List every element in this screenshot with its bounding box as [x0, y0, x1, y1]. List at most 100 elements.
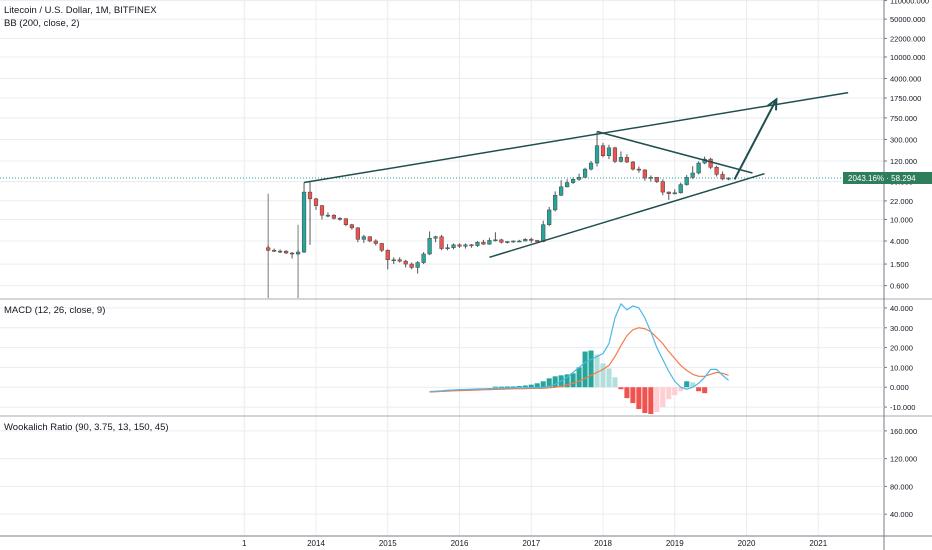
- candle[interactable]: [594, 131, 600, 167]
- candle[interactable]: [630, 161, 635, 171]
- candle[interactable]: [289, 252, 295, 259]
- candle[interactable]: [295, 249, 301, 256]
- time-tick-label: 1: [242, 539, 247, 548]
- bb-indicator-label[interactable]: BB (200, close, 2): [4, 18, 80, 29]
- candle[interactable]: [367, 236, 372, 243]
- candle[interactable]: [523, 238, 528, 242]
- candle[interactable]: [481, 239, 486, 245]
- candle[interactable]: [391, 257, 396, 265]
- candle[interactable]: [636, 166, 641, 173]
- candle[interactable]: [421, 252, 426, 265]
- candle[interactable]: [600, 142, 606, 158]
- candle[interactable]: [720, 171, 725, 181]
- candle[interactable]: [541, 220, 546, 243]
- candle[interactable]: [672, 189, 677, 195]
- candle[interactable]: [475, 241, 480, 247]
- candle[interactable]: [582, 167, 588, 179]
- candle[interactable]: [427, 231, 432, 256]
- candle[interactable]: [642, 169, 647, 181]
- candle[interactable]: [373, 239, 378, 246]
- macd-indicator-label[interactable]: MACD (12, 26, close, 9): [4, 305, 106, 316]
- macd-histogram-bar: [702, 387, 708, 394]
- candle[interactable]: [666, 191, 671, 200]
- candle-body: [565, 182, 570, 188]
- projection-arrow[interactable]: [733, 98, 778, 180]
- candle[interactable]: [278, 249, 283, 254]
- wookalich-indicator-label[interactable]: Wookalich Ratio (90, 3.75, 13, 150, 45): [4, 422, 169, 433]
- candle[interactable]: [714, 165, 719, 177]
- candle[interactable]: [469, 244, 474, 248]
- candle[interactable]: [272, 248, 277, 253]
- candle[interactable]: [284, 250, 289, 255]
- candle[interactable]: [505, 241, 510, 244]
- candle[interactable]: [624, 154, 630, 164]
- candle[interactable]: [588, 161, 594, 171]
- candle[interactable]: [511, 240, 516, 243]
- candle[interactable]: [313, 197, 319, 210]
- candle[interactable]: [618, 151, 624, 163]
- candle[interactable]: [397, 257, 402, 263]
- candle[interactable]: [576, 173, 582, 181]
- candle[interactable]: [517, 239, 522, 243]
- candle[interactable]: [379, 242, 384, 253]
- candle[interactable]: [696, 161, 701, 175]
- upper-trendline[interactable]: [303, 91, 849, 184]
- candle[interactable]: [529, 237, 534, 243]
- candle[interactable]: [726, 177, 731, 181]
- candle[interactable]: [445, 244, 450, 251]
- candle-body: [559, 186, 564, 196]
- candle[interactable]: [547, 206, 552, 226]
- symbol-title[interactable]: Litecoin / U.S. Dollar, 1M, BITFINEX: [4, 5, 157, 16]
- macd-pane[interactable]: [429, 302, 729, 415]
- candle-body: [726, 177, 731, 180]
- macd-histogram-bar: [594, 354, 600, 388]
- time-axis[interactable]: 1 2014 2015 2016 2017 2018 2019 2020 2021: [242, 539, 828, 548]
- candle-body: [672, 192, 677, 195]
- candle[interactable]: [457, 243, 462, 248]
- candle[interactable]: [487, 237, 492, 245]
- candle[interactable]: [307, 181, 313, 245]
- descending-trendline[interactable]: [596, 130, 753, 174]
- candle[interactable]: [654, 177, 659, 184]
- last-price-tag[interactable]: 2043.16% · 58.294: [843, 171, 932, 184]
- candle[interactable]: [451, 243, 456, 250]
- candle[interactable]: [499, 238, 504, 244]
- macd-histogram-bar: [528, 384, 534, 388]
- candle[interactable]: [684, 175, 689, 186]
- candle[interactable]: [349, 223, 354, 230]
- candle[interactable]: [565, 179, 570, 188]
- candle[interactable]: [648, 175, 653, 182]
- price-axis[interactable]: 110000.000 50000.000 22000.000 10000.000 400…: [843, 0, 932, 519]
- candle[interactable]: [559, 180, 564, 197]
- candle[interactable]: [433, 235, 438, 243]
- candle[interactable]: [403, 259, 408, 268]
- candle[interactable]: [301, 182, 307, 254]
- candle[interactable]: [319, 204, 325, 220]
- candle-body: [648, 177, 653, 179]
- candle-body: [642, 169, 647, 179]
- candle[interactable]: [463, 243, 468, 249]
- candle[interactable]: [678, 182, 683, 194]
- candle[interactable]: [361, 234, 366, 243]
- candle[interactable]: [439, 234, 444, 251]
- candle[interactable]: [266, 245, 271, 252]
- candle[interactable]: [337, 217, 343, 221]
- candle[interactable]: [612, 146, 618, 164]
- candle[interactable]: [409, 262, 414, 270]
- candle[interactable]: [343, 218, 348, 227]
- candle[interactable]: [553, 191, 558, 212]
- candle[interactable]: [415, 261, 420, 274]
- candle[interactable]: [385, 249, 390, 270]
- main-price-pane[interactable]: [0, 91, 884, 378]
- candle[interactable]: [690, 166, 695, 179]
- candle[interactable]: [606, 144, 612, 160]
- candle[interactable]: [493, 232, 498, 242]
- lower-trendline[interactable]: [489, 172, 765, 259]
- candle[interactable]: [660, 179, 665, 196]
- candle[interactable]: [355, 227, 360, 243]
- candle[interactable]: [708, 157, 713, 170]
- candle[interactable]: [331, 214, 337, 220]
- macd-histogram-bar: [534, 383, 540, 388]
- candle[interactable]: [325, 212, 331, 218]
